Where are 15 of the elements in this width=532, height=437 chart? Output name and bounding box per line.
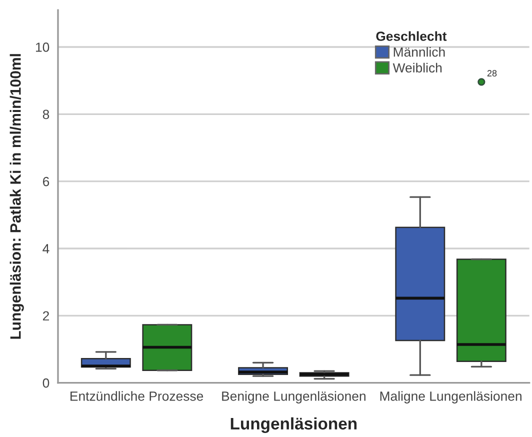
y-tick-label: 2 bbox=[42, 311, 49, 320]
y-tick-label: 0 bbox=[42, 378, 50, 388]
y-tick-label: 6 bbox=[42, 176, 50, 186]
legend-title: Geschlecht bbox=[376, 31, 447, 41]
y-tick-label: 10 bbox=[36, 42, 50, 52]
annotation: 28 bbox=[487, 70, 497, 76]
legend-label: Weiblich bbox=[392, 62, 442, 73]
y-axis-title: Lungenläsion: Patlak Ki in ml/min/100ml bbox=[10, 54, 24, 339]
x-tick-label: Benigne Lungenläsionen bbox=[222, 391, 366, 404]
x-tick-label: Entzündliche Prozesse bbox=[70, 391, 204, 401]
legend-label: Männlich bbox=[394, 47, 445, 57]
x-axis-title: Lungenläsionen bbox=[230, 417, 357, 433]
y-tick-label: 8 bbox=[42, 110, 50, 120]
x-tick-label: Maligne Lungenläsionen bbox=[380, 391, 522, 404]
y-tick-label: 4 bbox=[42, 244, 50, 254]
